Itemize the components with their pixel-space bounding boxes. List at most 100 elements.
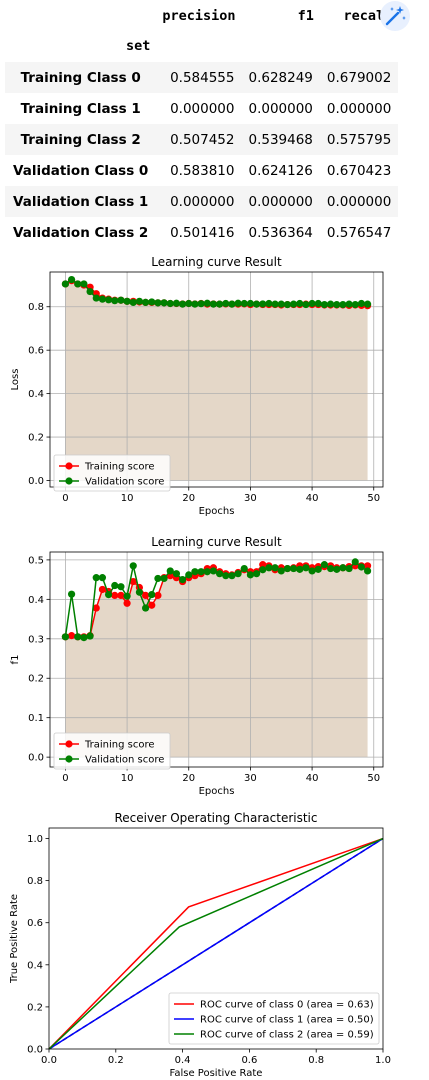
legend-swatch-marker	[65, 477, 73, 485]
data-point-1	[185, 571, 193, 579]
cell-value: 0.000000	[170, 100, 235, 117]
legend-label: ROC curve of class 0 (area = 0.63)	[200, 1000, 374, 1011]
x-tick-label: 20	[182, 493, 195, 504]
data-point-1	[67, 590, 76, 598]
row-label: Training Class 0	[20, 69, 141, 86]
data-point-1	[160, 574, 168, 583]
data-point-1	[166, 299, 174, 308]
data-point-1	[222, 572, 230, 580]
legend-swatch-marker	[65, 462, 73, 470]
x-tick-label: 30	[244, 493, 257, 504]
data-point-1	[228, 300, 236, 308]
data-point-1	[265, 299, 273, 308]
legend-swatch-marker	[65, 755, 73, 763]
table-row: Training Class 2 0.507452 0.539468 0.575…	[5, 124, 399, 155]
table-row: Validation Class 1 0.000000 0.000000 0.0…	[5, 186, 399, 217]
cell-value: 0.000000	[248, 193, 313, 210]
data-point-1	[209, 300, 218, 308]
data-point-1	[271, 564, 279, 572]
x-tick-label: 0	[62, 773, 68, 784]
data-point-0	[111, 591, 119, 599]
legend-swatch-marker	[65, 740, 73, 748]
row-label: Training Class 2	[20, 131, 141, 148]
data-point-1	[339, 564, 347, 572]
data-point-1	[117, 296, 125, 304]
data-point-0	[363, 562, 372, 570]
metrics-table-area: precision f1 recall set Training Class 0…	[0, 0, 429, 250]
metrics-table: precision f1 recall set Training Class 0…	[5, 2, 399, 248]
cell-value: 0.575795	[326, 131, 392, 148]
x-tick-label: 0.2	[108, 1055, 124, 1066]
data-point-1	[252, 300, 261, 308]
data-point-1	[61, 633, 70, 641]
data-point-1	[160, 299, 168, 307]
x-tick-label: 0.6	[241, 1055, 257, 1066]
y-tick-label: 0.4	[28, 595, 44, 606]
data-point-1	[289, 300, 298, 308]
y-tick-label: 0.0	[27, 1045, 43, 1056]
data-point-1	[320, 561, 329, 569]
data-point-1	[326, 300, 335, 308]
data-point-1	[215, 570, 224, 578]
data-point-1	[314, 565, 322, 573]
legend-box	[53, 732, 171, 770]
data-point-1	[283, 300, 292, 309]
chart-title: Receiver Operating Characteristic	[114, 811, 317, 825]
data-point-0	[259, 561, 267, 569]
data-point-1	[148, 298, 156, 306]
y-axis-label: Loss	[10, 369, 21, 391]
data-point-1	[86, 287, 94, 296]
x-tick-label: 0	[62, 493, 68, 504]
data-point-1	[135, 588, 144, 596]
legend-box	[168, 992, 380, 1045]
cell-value: 0.536364	[248, 224, 313, 241]
data-point-1	[191, 300, 199, 308]
data-point-1	[320, 300, 329, 309]
y-axis-label: True Positive Rate	[9, 894, 20, 984]
data-point-1	[178, 576, 187, 584]
table-row: Validation Class 2 0.501416 0.536364 0.5…	[5, 217, 398, 248]
roc-chart: 0.0 0.2 0.4 0.6 0.8 1.0 0.0 0.2 0.4 0.6 0.8 1.0 Rece…	[9, 811, 391, 1079]
loss-learning-curve-chart: 0 10 20 30 40 50 0.0 0.2 0.4 0.6 0.8 Learning curve…	[10, 255, 384, 517]
y-tick-label: 0.0	[28, 476, 44, 487]
data-point-1	[111, 297, 119, 305]
data-point-0	[117, 591, 125, 599]
data-point-1	[265, 564, 273, 572]
table-row: Training Class 1 0.000000 0.000000 0.000…	[5, 93, 398, 124]
data-point-1	[203, 568, 211, 576]
cell-value: 0.624126	[248, 162, 313, 179]
data-point-1	[92, 294, 100, 302]
legend-label: ROC curve of class 1 (area = 0.50)	[200, 1015, 374, 1026]
cell-value: 0.539468	[248, 131, 313, 148]
data-point-1	[234, 299, 242, 307]
table-corner	[5, 2, 156, 30]
data-point-1	[246, 299, 255, 308]
data-point-1	[234, 570, 242, 578]
data-point-1	[80, 634, 88, 642]
data-point-1	[178, 300, 187, 308]
table-row: Training Class 0 0.584555 0.628249 0.679…	[5, 62, 399, 93]
data-point-1	[351, 558, 359, 566]
x-tick-label: 50	[367, 773, 380, 784]
data-point-1	[252, 570, 261, 578]
data-point-1	[296, 565, 304, 573]
y-tick-label: 0.6	[27, 918, 43, 929]
data-point-1	[172, 570, 181, 578]
cell-value: 0.000000	[326, 100, 392, 117]
area-fill	[65, 564, 368, 758]
data-point-1	[185, 299, 193, 308]
data-point-1	[141, 298, 150, 307]
data-point-1	[222, 299, 230, 308]
index-name: set	[125, 38, 151, 54]
y-tick-label: 0.5	[28, 555, 44, 566]
data-point-1	[277, 300, 285, 308]
data-point-1	[308, 567, 316, 575]
x-tick-label: 30	[244, 773, 257, 784]
data-point-1	[197, 300, 205, 308]
data-point-1	[277, 567, 285, 575]
data-point-1	[345, 300, 353, 308]
data-point-1	[240, 299, 248, 308]
magic-wand-button[interactable]	[380, 1, 410, 31]
data-point-1	[98, 295, 107, 303]
data-point-1	[259, 566, 267, 574]
